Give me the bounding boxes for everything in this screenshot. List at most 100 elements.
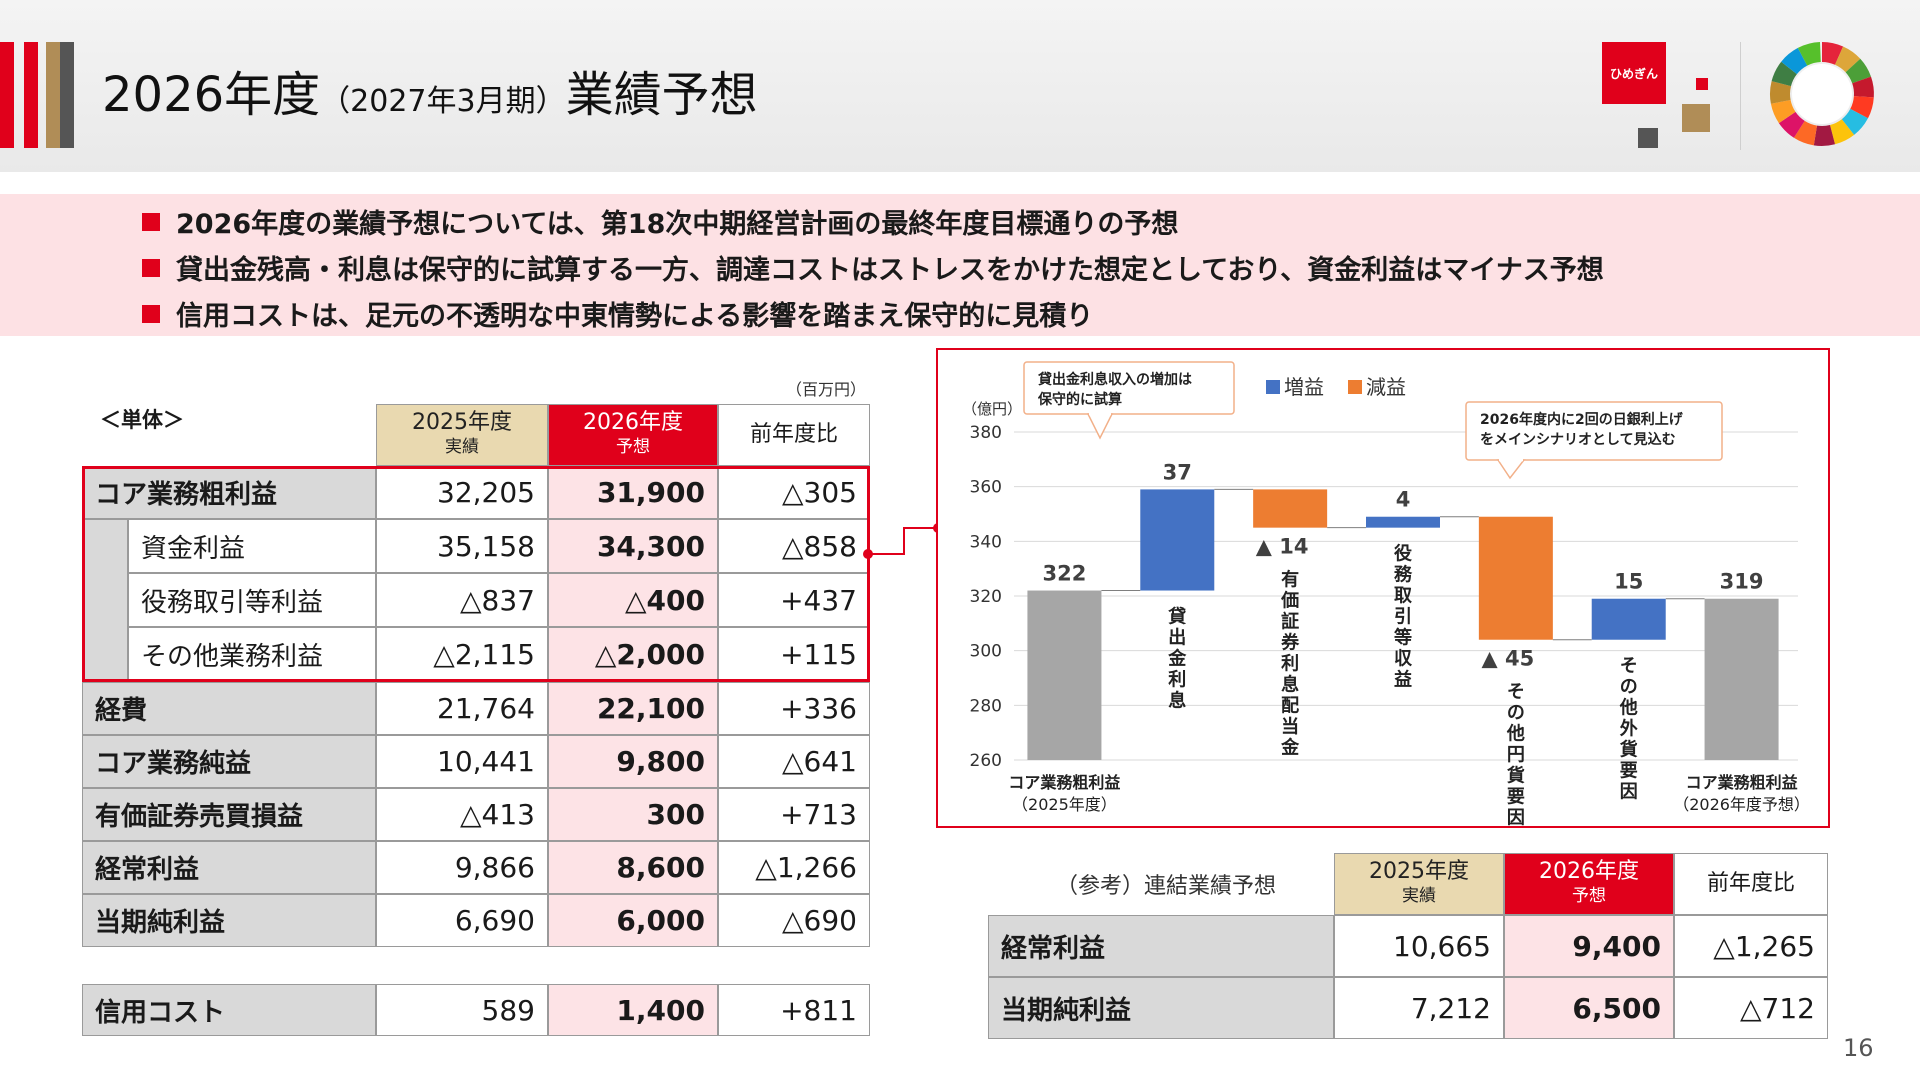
cell-actual: △413 [376,788,548,841]
cell-actual: 9,866 [376,841,548,894]
ref-cell-forecast: 6,500 [1504,977,1674,1039]
callout-text: をメインシナリオとして見込む [1480,431,1676,448]
ref-cell-yoy: △712 [1674,977,1828,1039]
waterfall-bar [1366,516,1440,528]
sdgs-wheel-icon [1769,42,1874,147]
bullet-text: 貸出金残高・利息は保守的に試算する一方、調達コストはストレスをかけた想定としてお… [176,255,1604,286]
row-label: 有価証券売買損益 [82,788,376,841]
category-label-char: 益 [1394,669,1412,691]
ref-row-label: 経常利益 [988,915,1334,977]
callout-text: 貸出金利息収入の増加は [1037,371,1192,388]
category-label-char: 他 [1619,697,1638,719]
data-label: ▲ 14 [1256,535,1309,559]
legend-swatch-increase [1266,380,1280,394]
credit-cost-actual: 589 [376,984,548,1036]
category-label-char: 金 [1167,648,1187,670]
ref-table-title: （参考）連結業績予想 [1056,874,1277,899]
category-label-char: 貨 [1620,739,1638,761]
col-header-line2: 予想 [1572,886,1606,906]
col-header-actual: 2025年度 実績 [376,404,548,466]
row-label: その他業務利益 [128,627,376,682]
callout-box [1023,361,1235,415]
bullet-marker [142,304,160,323]
connector-line [863,523,943,559]
category-label: 貸出金利息 [1167,606,1187,712]
waterfall-bar [1027,590,1102,760]
accent-bar-gray [60,42,74,148]
logo-square-gold [1682,104,1710,132]
cell-yoy: △641 [718,735,870,788]
cell-forecast: 34,300 [548,519,718,573]
callout-box [1465,401,1723,461]
y-tick-label: 360 [970,478,1002,498]
cell-forecast: 8,600 [548,841,718,894]
col-header-line1: 2025年度 [1369,859,1469,884]
indent-pad [82,519,128,682]
cell-actual: 21,764 [376,682,548,735]
category-label-char: 価 [1280,590,1299,612]
col-header-line1: 2026年度 [583,410,683,435]
category-label-char: 金 [1280,737,1300,759]
accent-bar-gold [46,42,60,148]
data-label: 319 [1720,570,1764,594]
category-label: コア業務粗利益 [1008,773,1120,792]
col-header-line1: 前年度比 [1706,871,1795,896]
cell-yoy: +437 [718,573,870,627]
header-divider [1740,42,1741,150]
bullet-text: 2026年度の業績予想については、第18次中期経営計画の最終年度目標通りの予想 [176,209,1179,240]
cell-forecast: 22,100 [548,682,718,735]
waterfall-bar [1253,489,1328,528]
ref-cell-actual: 10,665 [1334,915,1504,977]
category-label-char: 務 [1394,564,1413,586]
col-header-line2: 実績 [1402,886,1436,906]
waterfall-bar [1478,516,1553,640]
ref-cell-yoy: △1,265 [1674,915,1828,977]
cell-yoy: △1,266 [718,841,870,894]
y-tick-label: 380 [970,423,1002,443]
category-label: コア業務粗利益 [1686,773,1798,792]
logo-text: ひめぎん [1609,66,1658,81]
category-label-char: 取 [1394,586,1413,607]
slide-header: 2026年度（2027年3月期）業績予想 ひめぎん [0,0,1920,172]
category-label-char: 出 [1168,627,1186,649]
cell-yoy: +115 [718,627,870,682]
col-header-line1: 2025年度 [412,410,512,435]
y-tick-label: 260 [970,751,1002,771]
row-label: 役務取引等利益 [128,573,376,627]
category-label-char: 利 [1168,669,1186,691]
y-tick-label: 300 [970,642,1002,662]
cell-yoy: △305 [718,466,870,519]
cell-forecast: 300 [548,788,718,841]
category-label-char: 円 [1507,745,1525,766]
bullet-marker [142,258,160,277]
col-header-line2: 実績 [445,437,479,457]
data-label: 4 [1396,488,1411,512]
category-label-char: 息 [1281,674,1299,696]
cell-yoy: △858 [718,519,870,573]
cell-forecast: 31,900 [548,466,718,519]
category-label: 有価証券利息配当金 [1280,569,1300,759]
page-number: 16 [1843,1034,1874,1062]
category-label-char: 因 [1620,782,1638,803]
cell-actual: 35,158 [376,519,548,573]
category-label: その他円貨要因 [1506,682,1525,826]
cell-yoy: +713 [718,788,870,841]
col-header-line1: 前年度比 [749,422,838,447]
category-label-char: 息 [1168,690,1186,712]
ref-cell-forecast: 9,400 [1504,915,1674,977]
ref-col-header-yoy: 前年度比 [1674,853,1828,915]
y-axis-unit: （億円） [962,400,1022,418]
cell-forecast: 6,000 [548,894,718,947]
callout-text: 2026年度内に2回の日銀利上げ [1480,411,1684,428]
page-title: 2026年度（2027年3月期）業績予想 [102,60,758,137]
y-tick-label: 320 [970,587,1002,607]
row-label: 資金利益 [128,519,376,573]
col-header-line1: 2026年度 [1539,859,1639,884]
accent-bar-red [0,42,14,148]
category-label-char: 要 [1620,761,1638,782]
cell-yoy: △690 [718,894,870,947]
bullet-2: 貸出金残高・利息は保守的に試算する一方、調達コストはストレスをかけた想定としてお… [142,248,1604,287]
logo-square-red [1696,78,1708,90]
category-label-char: 他 [1506,723,1525,745]
category-label-char: の [1620,677,1638,698]
